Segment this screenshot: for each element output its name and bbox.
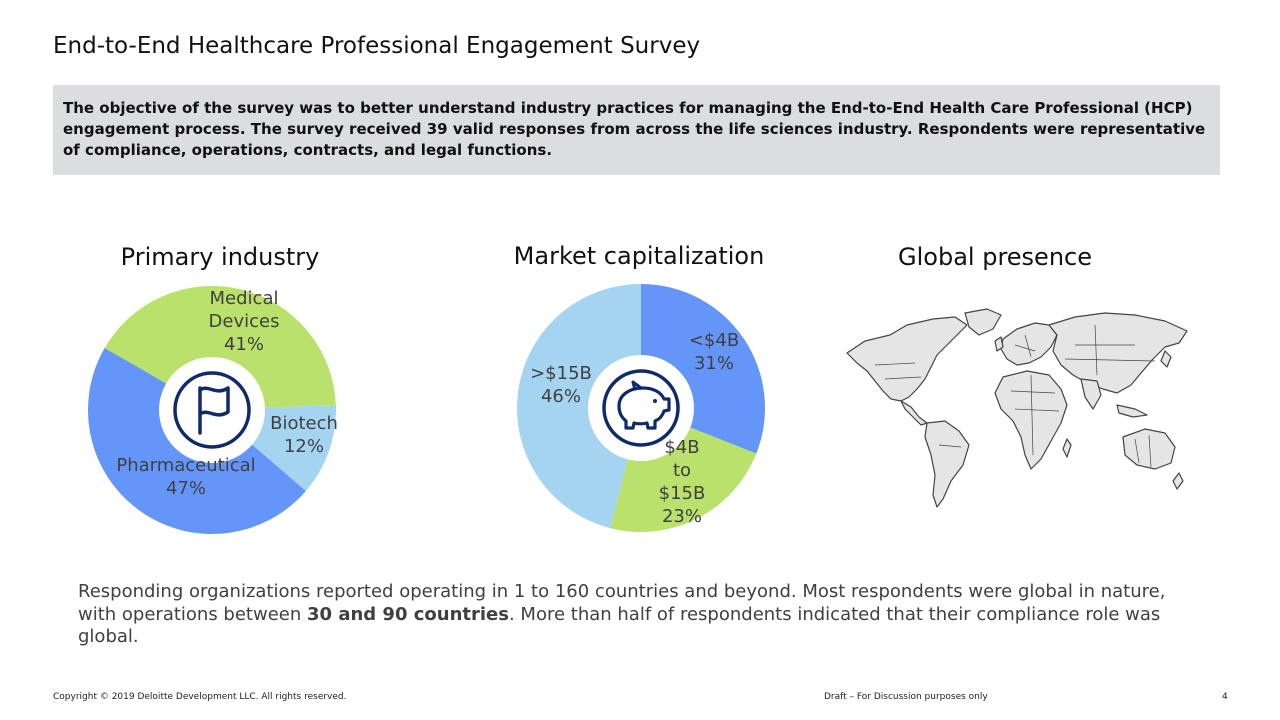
slice-label: Pharmaceutical 47% <box>116 455 255 499</box>
asia <box>1048 312 1188 394</box>
pie-slice <box>517 284 641 529</box>
primary-industry-title: Primary industry <box>120 243 320 271</box>
indonesia <box>1116 404 1148 418</box>
united-kingdom <box>994 336 1004 352</box>
primary-industry-pie-chart: Medical Devices 41% Biotech 12% Pharmaceutica… <box>87 285 338 535</box>
summary-bold: 30 and 90 countries <box>307 603 509 625</box>
europe <box>1000 322 1058 366</box>
objective-box: The objective of the survey was to bette… <box>53 85 1220 175</box>
north-america <box>846 316 968 402</box>
australia <box>1122 428 1176 470</box>
global-presence-title: Global presence <box>898 243 1092 271</box>
slice-label: <$4B 31% <box>689 330 739 374</box>
slice-label: $4B to $15B 23% <box>659 437 706 527</box>
world-map-icon <box>835 305 1195 515</box>
summary-text: Responding organizations reported operat… <box>78 581 1208 649</box>
copyright-text: Copyright © 2019 Deloitte Development LL… <box>53 692 347 702</box>
flag-icon <box>173 371 251 449</box>
pie-slice <box>104 285 336 410</box>
slice-label: Medical Devices 41% <box>209 288 280 355</box>
india <box>1080 378 1102 410</box>
draft-notice: Draft – For Discussion purposes only <box>824 692 988 702</box>
summary-part1: Responding organizations reported operat… <box>78 581 1166 625</box>
new-zealand <box>1172 472 1184 490</box>
central-america <box>900 400 928 426</box>
slice-label: Biotech 12% <box>270 413 338 457</box>
market-cap-title: Market capitalization <box>513 242 765 270</box>
page-title: End-to-End Healthcare Professional Engag… <box>53 33 701 59</box>
market-cap-pie-chart: <$4B 31% $4B to $15B 23% >$15B 46% <box>517 284 765 532</box>
africa <box>994 370 1068 470</box>
japan <box>1160 350 1172 368</box>
country-borders <box>874 324 1156 468</box>
madagascar <box>1062 438 1072 458</box>
world-map-graphic <box>846 308 1188 508</box>
slice-label: >$15B 46% <box>530 363 592 407</box>
page-number: 4 <box>1222 692 1228 702</box>
greenland <box>964 308 1002 336</box>
summary-part2: . More than half of respondents indicate… <box>78 603 1161 648</box>
piggy-bank-icon <box>602 369 680 447</box>
south-america <box>924 420 970 508</box>
